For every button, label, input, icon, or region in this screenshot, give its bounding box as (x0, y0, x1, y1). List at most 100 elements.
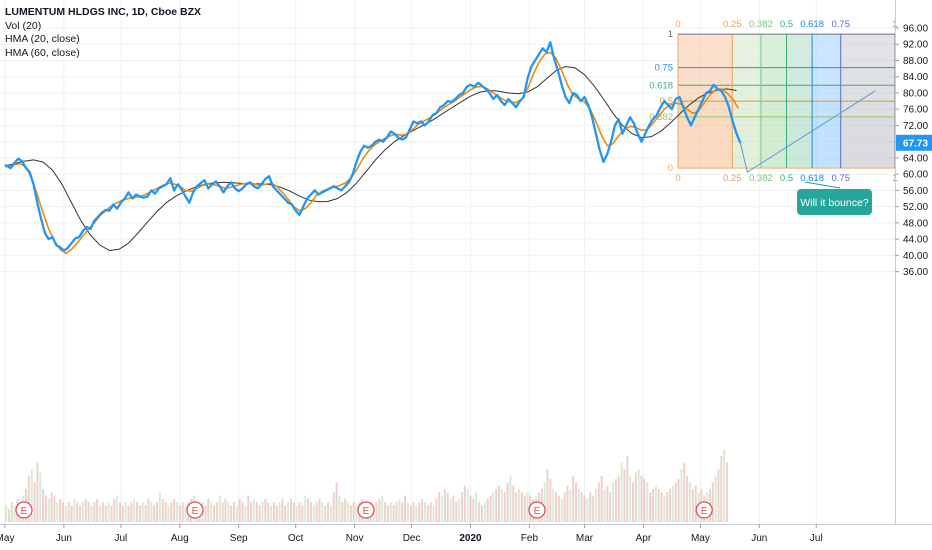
volume-bar (275, 505, 278, 522)
volume-bar (495, 489, 498, 522)
volume-bar (478, 502, 481, 522)
fib-time-label-top: 0.25 (723, 19, 742, 30)
volume-bar (84, 498, 87, 522)
time-tick-label: May (0, 533, 14, 544)
volume-bar (398, 498, 401, 522)
volume-bar (318, 498, 321, 522)
volume-bar (338, 495, 341, 522)
time-tick-label: Jul (115, 533, 128, 544)
volume-bar (566, 485, 569, 522)
volume-bar (680, 469, 683, 522)
volume-bar (138, 505, 141, 522)
volume-bar (307, 498, 310, 522)
time-axis[interactable]: May Jun Jul Aug Sep Oct Nov Dec 2020 Feb Mar Apr May… (0, 524, 823, 544)
bounce-annotation[interactable]: Will it bounce? (739, 90, 876, 215)
volume-bar (651, 489, 654, 522)
volume-bar (378, 498, 381, 522)
volume-bar (717, 469, 720, 522)
volume-bar (7, 508, 10, 522)
fib-retracement-box[interactable]: 00.3820.50.6180.751000.250.250.3820.3820… (649, 19, 897, 184)
price-axis[interactable]: 36.00 40.00 44.00 48.00 52.00 56.00 60.00 64.00… (895, 24, 932, 279)
earnings-marker (186, 501, 204, 519)
volume-bar (569, 489, 572, 522)
legend-volume[interactable]: Vol (20) (5, 19, 42, 32)
fib-price-label: 0.382 (649, 112, 673, 123)
volume-bar (469, 495, 472, 522)
symbol-title[interactable]: LUMENTUM HLDGS INC, 1D, Cboe BZX (5, 6, 201, 18)
volume-bar (418, 502, 421, 522)
volume-bar (170, 502, 173, 522)
volume-bars (5, 449, 729, 522)
volume-bar (526, 492, 529, 522)
volume-bar (121, 505, 124, 522)
time-tick-label: Jun (56, 533, 72, 544)
fib-price-label: 0.5 (660, 96, 673, 107)
volume-bar (344, 498, 347, 522)
volume-bar (292, 502, 295, 522)
volume-bar (498, 485, 501, 522)
volume-bar (506, 482, 509, 522)
volume-bar (230, 505, 233, 522)
volume-bar (252, 498, 255, 522)
volume-bar (689, 482, 691, 522)
time-tick-label: Aug (171, 533, 189, 544)
volume-bar (76, 502, 79, 522)
volume-bar (272, 502, 275, 522)
volume-bar (441, 495, 444, 522)
volume-bar (577, 489, 580, 522)
volume-bar (347, 502, 349, 522)
volume-bar (101, 502, 104, 522)
volume-bar (127, 505, 130, 522)
legend-hma-20[interactable]: HMA (20, close) (5, 33, 80, 45)
volume-bar (227, 502, 230, 522)
volume-bar (290, 498, 292, 522)
volume-bar (39, 472, 42, 522)
volume-bar (600, 475, 603, 522)
volume-bar (178, 505, 181, 522)
time-tick-label: May (691, 533, 710, 544)
price-tick-label: 40.00 (903, 251, 928, 262)
volume-bar (626, 456, 629, 522)
time-tick-label: Jun (751, 533, 767, 544)
volume-bar (184, 505, 187, 522)
volume-bar (113, 498, 116, 522)
hma-60-line (4, 66, 737, 251)
volume-bar (56, 502, 59, 522)
fib-time-label-bottom: 0.75 (832, 173, 851, 184)
volume-bar (90, 505, 93, 522)
volume-bar (287, 502, 290, 522)
volume-bar (614, 479, 617, 522)
price-tick-label: 76.00 (903, 105, 928, 116)
legend-hma-60[interactable]: HMA (60, close) (5, 46, 80, 59)
volume-bar (500, 489, 503, 522)
earnings-marker-label: E (21, 506, 28, 517)
fib-time-label-bottom: 0 (675, 173, 680, 184)
volume-bar (241, 502, 244, 522)
volume-bar (518, 489, 520, 522)
volume-bar (295, 505, 298, 522)
volume-bar (335, 482, 338, 522)
volume-bar (509, 475, 512, 522)
volume-bar (124, 502, 127, 522)
volume-bar (660, 492, 663, 522)
volume-bar (552, 489, 555, 522)
time-tick-label: Jul (810, 533, 823, 544)
volume-bar (355, 505, 358, 522)
fib-time-label-bottom: 0.382 (749, 173, 773, 184)
volume-bar (455, 502, 458, 522)
price-tick-label: 36.00 (903, 267, 928, 278)
volume-bar (686, 475, 689, 522)
volume-bar (583, 495, 586, 522)
volume-bar (606, 485, 609, 522)
fib-price-label: 0 (668, 163, 673, 174)
volume-bar (726, 462, 729, 522)
fib-time-label-top: 0.5 (780, 19, 793, 30)
time-tick-label: Mar (576, 533, 594, 544)
volume-bar (321, 502, 324, 522)
volume-bar (392, 505, 395, 522)
volume-bar (560, 498, 563, 522)
annotation-pointer (804, 181, 841, 189)
volume-bar (27, 475, 30, 522)
volume-bar (87, 502, 90, 522)
